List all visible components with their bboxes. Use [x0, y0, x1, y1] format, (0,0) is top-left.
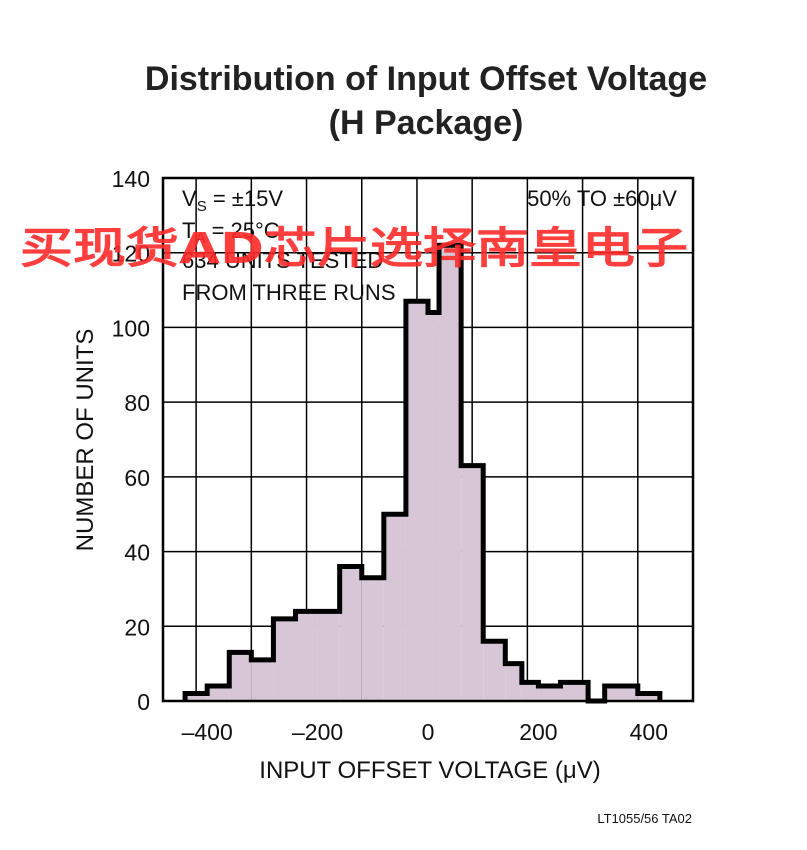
- y-tick-label: 100: [112, 315, 150, 341]
- histogram-bar: [339, 566, 362, 701]
- y-tick-label: 60: [124, 465, 150, 491]
- units-tested-note: 634 UNITS TESTED: [182, 248, 383, 273]
- histogram-outline: [182, 242, 663, 704]
- chart-title: Distribution of Input Offset Voltage: [145, 60, 707, 98]
- plot-frame: [161, 176, 695, 703]
- x-tick-label: –400: [182, 719, 233, 745]
- x-tick-label: –200: [292, 719, 343, 745]
- histogram-bars: [182, 242, 663, 704]
- y-tick-label: 0: [137, 689, 150, 715]
- histogram-bar: [483, 641, 506, 701]
- histogram-bar: [317, 611, 340, 701]
- histogram-bar: [295, 611, 318, 701]
- histogram-bar: [521, 682, 539, 701]
- y-tick-label: 40: [124, 540, 150, 566]
- x-tick-labels: –400 –200 0 200 400: [182, 719, 668, 745]
- y-tick-label: 140: [112, 166, 150, 192]
- chart-subtitle: (H Package): [329, 104, 524, 142]
- histogram-bar: [560, 682, 589, 701]
- histogram-bar: [439, 245, 462, 701]
- range-note: 50% TO ±60μV: [527, 186, 677, 211]
- y-tick-label: 80: [124, 390, 150, 416]
- vs-condition: VS = ±15V: [182, 186, 283, 215]
- watermark-text: 买现货AD芯片选择南皇电子: [20, 224, 688, 274]
- histogram-bar: [383, 514, 406, 701]
- x-tick-label: 0: [422, 719, 435, 745]
- x-tick-label: 400: [630, 719, 668, 745]
- histogram-bar: [251, 659, 274, 701]
- y-tick-label: 120: [112, 241, 150, 267]
- three-runs-note: FROM THREE RUNS: [182, 280, 396, 305]
- histogram-bar: [273, 618, 296, 701]
- ta-condition: TA = 25°C: [182, 218, 280, 247]
- histogram-bar: [207, 686, 230, 701]
- histogram-bar: [461, 465, 484, 701]
- histogram-bar: [361, 577, 384, 701]
- histogram-bar: [229, 652, 252, 701]
- y-axis-label: NUMBER OF UNITS: [72, 329, 99, 552]
- figure-code: LT1055/56 TA02: [597, 811, 692, 826]
- histogram-bar: [185, 693, 208, 701]
- histogram-bar: [505, 663, 522, 701]
- x-tick-label: 200: [519, 719, 557, 745]
- histogram-bar: [538, 686, 561, 701]
- histogram-bar: [604, 686, 638, 701]
- histogram-bar: [428, 312, 440, 701]
- histogram-bar: [637, 693, 660, 701]
- y-tick-label: 20: [124, 614, 150, 640]
- x-axis-label: INPUT OFFSET VOLTAGE (μV): [259, 757, 600, 784]
- test-conditions: VS = ±15V TA = 25°C 634 UNITS TESTED FRO…: [182, 186, 396, 305]
- histogram-bar: [405, 301, 428, 701]
- y-tick-labels: 0 20 40 60 80 100 120 140: [112, 166, 150, 715]
